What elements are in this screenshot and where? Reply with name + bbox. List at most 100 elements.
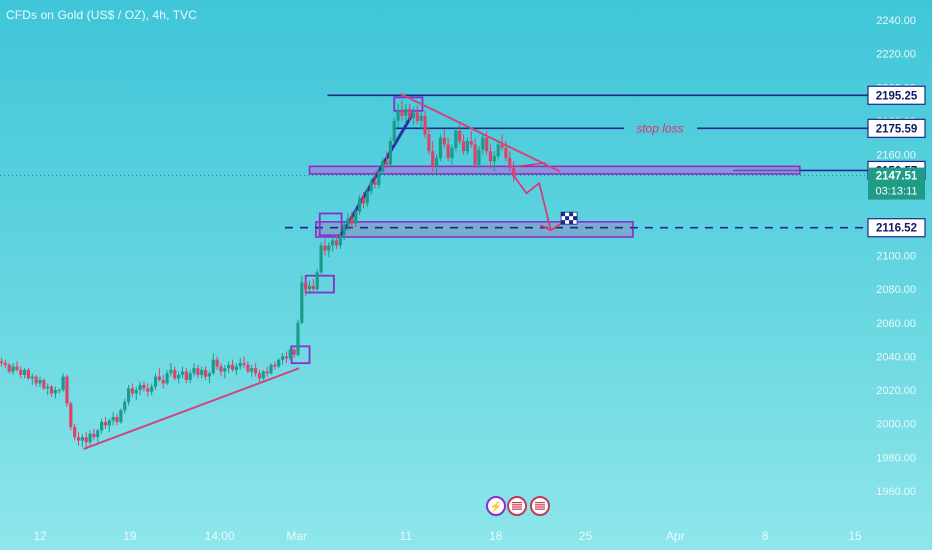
candle-body[interactable]	[504, 147, 508, 158]
candle-body[interactable]	[184, 371, 188, 380]
candle-body[interactable]	[431, 151, 435, 167]
candle-body[interactable]	[19, 369, 23, 375]
candle-body[interactable]	[342, 225, 346, 236]
candle-body[interactable]	[3, 363, 7, 365]
candle-body[interactable]	[458, 131, 462, 142]
candle-body[interactable]	[111, 416, 115, 421]
candle-body[interactable]	[173, 369, 177, 379]
candle-body[interactable]	[485, 137, 489, 152]
candle-body[interactable]	[177, 374, 181, 379]
candle-body[interactable]	[454, 131, 458, 148]
candle-body[interactable]	[411, 112, 416, 118]
candle-body[interactable]	[488, 151, 493, 162]
candle-body[interactable]	[327, 245, 331, 251]
candle-body[interactable]	[361, 198, 366, 204]
candle-body[interactable]	[465, 141, 469, 152]
candle-body[interactable]	[346, 218, 350, 226]
candle-body[interactable]	[254, 368, 258, 374]
candle-body[interactable]	[11, 366, 15, 372]
candle-body[interactable]	[500, 144, 504, 148]
candle-body[interactable]	[492, 156, 496, 162]
candle-body[interactable]	[165, 373, 169, 384]
candle-body[interactable]	[22, 369, 27, 375]
candle-body[interactable]	[442, 137, 446, 145]
candle-body[interactable]	[419, 115, 423, 121]
candle-body[interactable]	[423, 115, 427, 135]
candle-body[interactable]	[103, 422, 108, 426]
candle-body[interactable]	[434, 157, 439, 167]
candle-body[interactable]	[38, 379, 42, 384]
candle-body[interactable]	[508, 157, 512, 169]
candle-body[interactable]	[203, 369, 208, 377]
candle-body[interactable]	[511, 168, 516, 176]
candle-body[interactable]	[473, 144, 477, 165]
candle-body[interactable]	[292, 349, 296, 355]
support-trendline[interactable]	[83, 367, 300, 450]
candle-body[interactable]	[65, 376, 69, 404]
candle-body[interactable]	[280, 356, 285, 360]
candle-body[interactable]	[53, 390, 58, 394]
candle-body[interactable]	[107, 420, 111, 426]
candle-body[interactable]	[338, 235, 342, 246]
candle-body[interactable]	[404, 109, 408, 116]
candle-body[interactable]	[469, 141, 473, 145]
candle-body[interactable]	[288, 349, 292, 359]
lightning-icon[interactable]	[486, 496, 506, 516]
target-zone[interactable]	[315, 221, 634, 238]
candle-body[interactable]	[69, 403, 73, 428]
candle-body[interactable]	[61, 376, 65, 391]
candle-body[interactable]	[246, 364, 250, 372]
candle-body[interactable]	[369, 181, 373, 192]
candle-body[interactable]	[323, 245, 327, 251]
candle-body[interactable]	[269, 364, 273, 374]
candle-body[interactable]	[265, 371, 269, 374]
candle-body[interactable]	[126, 388, 131, 402]
candle-body[interactable]	[381, 161, 385, 172]
candle-body[interactable]	[396, 110, 400, 121]
candle-body[interactable]	[350, 218, 354, 224]
candle-body[interactable]	[215, 359, 219, 367]
candle-body[interactable]	[26, 369, 31, 379]
candle-body[interactable]	[315, 272, 319, 290]
candle-body[interactable]	[134, 390, 138, 394]
candle-body[interactable]	[138, 385, 142, 391]
candle-body[interactable]	[150, 386, 154, 392]
candle-body[interactable]	[250, 368, 254, 372]
candle-body[interactable]	[284, 356, 289, 359]
candle-body[interactable]	[354, 211, 358, 224]
candle-body[interactable]	[223, 368, 227, 372]
candle-body[interactable]	[42, 379, 46, 389]
candle-body[interactable]	[88, 433, 92, 443]
candle-body[interactable]	[188, 373, 192, 380]
candle-body[interactable]	[142, 385, 146, 389]
candle-body[interactable]	[477, 149, 481, 165]
candle-body[interactable]	[200, 369, 204, 375]
candle-body[interactable]	[388, 141, 392, 165]
candle-body[interactable]	[392, 120, 396, 142]
candle-body[interactable]	[408, 109, 412, 118]
candle-body[interactable]	[230, 364, 235, 370]
candle-body[interactable]	[377, 171, 381, 185]
candle-body[interactable]	[242, 363, 246, 365]
candle-body[interactable]	[119, 410, 123, 423]
candle-body[interactable]	[496, 144, 500, 157]
candle-body[interactable]	[0, 361, 4, 364]
candle-body[interactable]	[192, 368, 196, 374]
candle-body[interactable]	[146, 388, 150, 392]
rising-trendline[interactable]	[337, 111, 415, 240]
candle-body[interactable]	[157, 376, 161, 380]
candle-body[interactable]	[15, 366, 19, 370]
candle-body[interactable]	[153, 376, 158, 387]
candle-body[interactable]	[461, 141, 466, 152]
candle-body[interactable]	[238, 363, 242, 367]
candle-body[interactable]	[80, 437, 84, 441]
candle-body[interactable]	[123, 401, 127, 411]
candle-body[interactable]	[57, 390, 61, 392]
candle-body[interactable]	[415, 112, 419, 121]
candle-body[interactable]	[219, 366, 223, 372]
candle-body[interactable]	[46, 386, 50, 389]
candle-body[interactable]	[427, 134, 431, 152]
forecast-path[interactable]	[512, 175, 552, 231]
